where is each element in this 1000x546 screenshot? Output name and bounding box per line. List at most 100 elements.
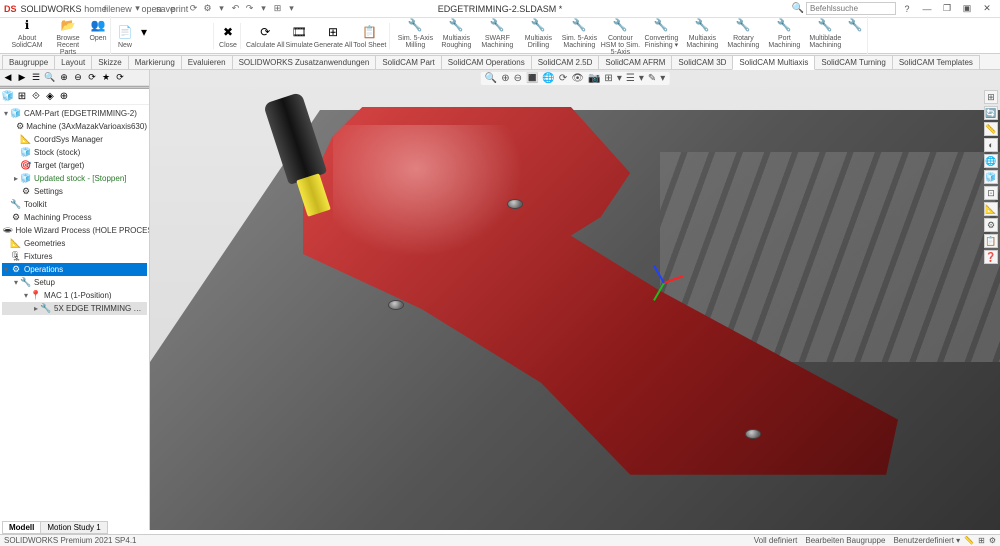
tree-toolbar-button[interactable]: 🔍 <box>44 72 56 84</box>
model-tab[interactable]: Motion Study 1 <box>40 521 107 534</box>
tree-toolbar-button[interactable]: ◀ <box>2 72 14 84</box>
qat-button[interactable]: new <box>118 3 130 15</box>
close-button[interactable]: ✕ <box>978 2 996 16</box>
ribbon-command-icon[interactable]: ⊞ <box>324 23 342 41</box>
tree-toolbar-button[interactable]: ☰ <box>30 72 42 84</box>
tree-node[interactable]: 🔧Toolkit <box>2 198 147 211</box>
model-tab[interactable]: Modell <box>2 521 41 534</box>
side-toolbar-button[interactable]: 📋 <box>984 234 998 248</box>
command-search-input[interactable] <box>806 2 896 15</box>
side-toolbar-button[interactable]: ⊞ <box>984 90 998 104</box>
ribbon-command-icon[interactable]: 🔧 <box>846 16 864 34</box>
tree-tab-icon[interactable]: ◈ <box>44 91 56 103</box>
ribbon-command-icon[interactable]: ▾ <box>135 23 153 41</box>
side-toolbar-button[interactable]: ⊡ <box>984 186 998 200</box>
ribbon-command-icon[interactable]: ℹ <box>18 16 36 34</box>
ribbon-command-icon[interactable]: ✖ <box>219 23 237 41</box>
3d-viewport[interactable]: 🔍⊕⊖🔳🌐⟳👁📷⊞▾☰▾✎▾ ⊞🔄📏◐🌐🧊⊡📐⚙📋❓ <box>150 70 1000 530</box>
side-toolbar-button[interactable]: ❓ <box>984 250 998 264</box>
ribbon-tab[interactable]: SolidCAM Part <box>375 55 441 69</box>
ribbon-tab[interactable]: SolidCAM Turning <box>814 55 892 69</box>
restore-button[interactable]: ▣ <box>958 2 976 16</box>
tree-node[interactable]: ⚙Machine (3AxMazakVarioaxis630) <box>2 120 147 133</box>
viewport-toolbar-button[interactable]: ▾ <box>639 73 644 84</box>
viewport-toolbar-button[interactable]: ⊕ <box>501 73 509 84</box>
maximize-button[interactable]: ❐ <box>938 2 956 16</box>
viewport-toolbar-button[interactable]: ▾ <box>617 73 622 84</box>
ribbon-tab[interactable]: SolidCAM Operations <box>441 55 532 69</box>
tree-toolbar-button[interactable]: ⟳ <box>114 72 126 84</box>
tree-node[interactable]: ▾⚙Operations <box>2 263 147 276</box>
tree-tab-icon[interactable]: ⊕ <box>58 91 70 103</box>
ribbon-command-icon[interactable]: 🎞 <box>290 23 308 41</box>
ribbon-command-icon[interactable]: 🔧 <box>611 16 629 34</box>
status-icon[interactable]: ⚙ <box>989 536 996 545</box>
viewport-toolbar-button[interactable]: ⟳ <box>559 73 567 84</box>
side-toolbar-button[interactable]: ◐ <box>984 138 998 152</box>
ribbon-tab[interactable]: SolidCAM 2.5D <box>531 55 600 69</box>
ribbon-tab[interactable]: Baugruppe <box>2 55 55 69</box>
ribbon-command-icon[interactable]: 🔧 <box>693 16 711 34</box>
qat-button[interactable]: save <box>160 3 172 15</box>
ribbon-command-icon[interactable]: 📂 <box>59 16 77 34</box>
qat-button[interactable]: ⟳ <box>188 3 200 15</box>
viewport-toolbar-button[interactable]: 📷 <box>588 73 600 84</box>
tree-tab-icon[interactable]: ⟐ <box>30 91 42 103</box>
tree-node[interactable]: ⚙Machining Process <box>2 211 147 224</box>
viewport-toolbar-button[interactable]: ⊞ <box>604 73 612 84</box>
tree-toolbar-button[interactable]: ⟳ <box>86 72 98 84</box>
tree-node[interactable]: ▾🔧Setup <box>2 276 147 289</box>
ribbon-command-icon[interactable]: 🔧 <box>734 16 752 34</box>
side-toolbar-button[interactable]: 🔄 <box>984 106 998 120</box>
ribbon-command-icon[interactable]: 🔧 <box>488 16 506 34</box>
qat-button[interactable]: ⚙ <box>202 3 214 15</box>
tree-node[interactable]: ▸🧊Updated stock - [Stoppen] <box>2 172 147 185</box>
ribbon-tab[interactable]: SolidCAM 3D <box>671 55 733 69</box>
tree-node[interactable]: 📐CoordSys Manager <box>2 133 147 146</box>
minimize-button[interactable]: — <box>918 2 936 16</box>
ribbon-command-icon[interactable] <box>192 23 210 41</box>
qat-button[interactable]: home <box>90 3 102 15</box>
status-units[interactable]: Benutzerdefiniert ▾ <box>893 536 960 545</box>
tree-node[interactable]: 🕳Hole Wizard Process (HOLE PROCESSES <box>2 224 147 237</box>
viewport-toolbar-button[interactable]: 🔳 <box>526 73 538 84</box>
ribbon-tab[interactable]: SolidCAM Templates <box>892 55 980 69</box>
qat-button[interactable]: ↷ <box>244 3 256 15</box>
ribbon-command-icon[interactable]: 📄 <box>116 23 134 41</box>
ribbon-command-icon[interactable]: 🔧 <box>775 16 793 34</box>
tree-toolbar-button[interactable]: ★ <box>100 72 112 84</box>
ribbon-command-icon[interactable]: 👥 <box>89 16 107 34</box>
tree-twisty[interactable]: ▾ <box>2 109 10 118</box>
ribbon-command-icon[interactable]: 🔧 <box>529 16 547 34</box>
tree-node[interactable]: ▾📍MAC 1 (1-Position) <box>2 289 147 302</box>
side-toolbar-button[interactable]: 📏 <box>984 122 998 136</box>
tree-node[interactable]: 🧊Stock (stock) <box>2 146 147 159</box>
qat-button[interactable]: print <box>174 3 186 15</box>
ribbon-command-icon[interactable]: 🔧 <box>652 16 670 34</box>
viewport-toolbar-button[interactable]: ✎ <box>648 73 656 84</box>
ribbon-tab[interactable]: Evaluieren <box>181 55 233 69</box>
tree-toolbar-button[interactable]: ⊕ <box>58 72 70 84</box>
tree-toolbar-button[interactable]: ⊖ <box>72 72 84 84</box>
tree-node[interactable]: ⚙Settings <box>2 185 147 198</box>
tree-twisty[interactable]: ▾ <box>2 265 10 274</box>
viewport-toolbar-button[interactable]: ▾ <box>660 73 665 84</box>
ribbon-command-icon[interactable] <box>173 23 191 41</box>
status-icon[interactable]: 📏 <box>964 536 974 545</box>
side-toolbar-button[interactable]: 🧊 <box>984 170 998 184</box>
side-toolbar-button[interactable]: 📐 <box>984 202 998 216</box>
viewport-toolbar-button[interactable]: 🌐 <box>542 73 554 84</box>
ribbon-tab[interactable]: Markierung <box>128 55 182 69</box>
tree-twisty[interactable]: ▾ <box>12 278 20 287</box>
ribbon-command-icon[interactable]: 🔧 <box>406 16 424 34</box>
ribbon-command-icon[interactable]: 🔧 <box>570 16 588 34</box>
tree-tab-icon[interactable]: 🧊 <box>2 91 14 103</box>
qat-button[interactable]: ⊞ <box>272 3 284 15</box>
qat-button[interactable]: ↶ <box>230 3 242 15</box>
tree-twisty[interactable]: ▾ <box>22 291 30 300</box>
qat-button[interactable]: ▾ <box>216 3 228 15</box>
tree-tab-icon[interactable]: ⊞ <box>16 91 28 103</box>
qat-button[interactable]: file <box>104 3 116 15</box>
ribbon-command-icon[interactable]: ⟳ <box>256 23 274 41</box>
tree-node[interactable]: 🎯Target (target) <box>2 159 147 172</box>
